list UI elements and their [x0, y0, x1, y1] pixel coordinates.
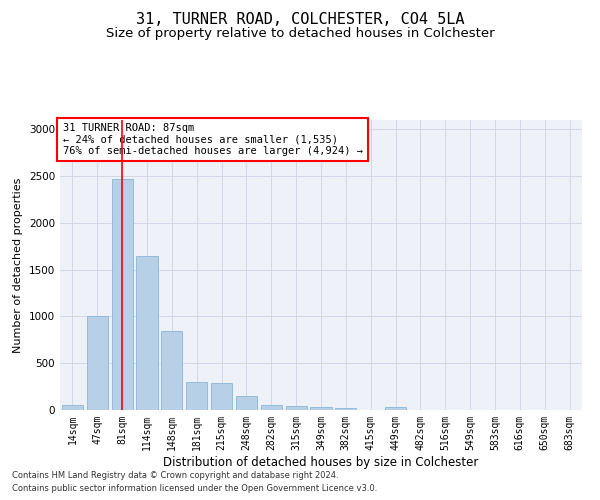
Bar: [211, 383, 232, 410]
Bar: [385, 407, 406, 410]
Bar: [335, 408, 356, 410]
Text: Contains HM Land Registry data © Crown copyright and database right 2024.: Contains HM Land Registry data © Crown c…: [12, 470, 338, 480]
X-axis label: Distribution of detached houses by size in Colchester: Distribution of detached houses by size …: [163, 456, 479, 468]
Bar: [112, 179, 133, 410]
Y-axis label: Number of detached properties: Number of detached properties: [13, 178, 23, 352]
Bar: [186, 382, 207, 410]
Text: 31 TURNER ROAD: 87sqm
← 24% of detached houses are smaller (1,535)
76% of semi-d: 31 TURNER ROAD: 87sqm ← 24% of detached …: [62, 123, 362, 156]
Bar: [261, 405, 282, 410]
Bar: [310, 407, 332, 410]
Text: Contains public sector information licensed under the Open Government Licence v3: Contains public sector information licen…: [12, 484, 377, 493]
Text: Size of property relative to detached houses in Colchester: Size of property relative to detached ho…: [106, 28, 494, 40]
Bar: [286, 406, 307, 410]
Bar: [161, 332, 182, 410]
Bar: [62, 406, 83, 410]
Bar: [87, 316, 108, 410]
Text: 31, TURNER ROAD, COLCHESTER, CO4 5LA: 31, TURNER ROAD, COLCHESTER, CO4 5LA: [136, 12, 464, 28]
Bar: [236, 396, 257, 410]
Bar: [136, 256, 158, 410]
